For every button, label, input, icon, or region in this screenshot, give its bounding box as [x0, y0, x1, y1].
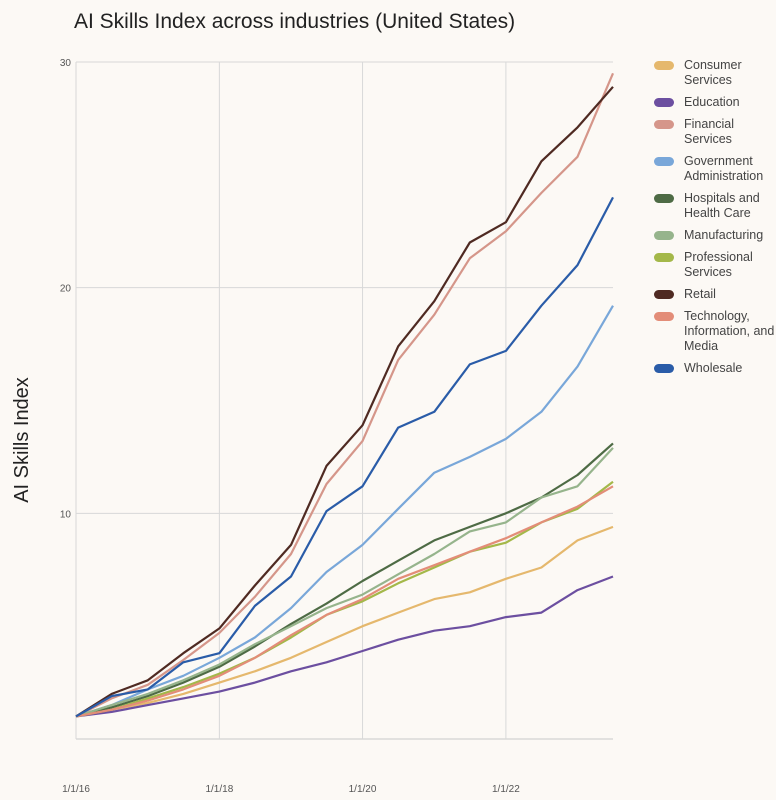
series-line-manufacturing	[75, 447, 614, 718]
chart-title: AI Skills Index across industries (Unite…	[74, 10, 516, 33]
x-axis-ticks: 1/1/16 1/1/18 1/1/20 1/1/22	[62, 784, 520, 795]
legend-swatch	[654, 157, 674, 166]
legend-item: Wholesale	[654, 361, 776, 376]
y-axis-label: AI Skills Index	[11, 377, 33, 503]
legend-label: Government Administration	[684, 154, 764, 183]
series-line-government-administration	[75, 305, 614, 718]
legend-item: Manufacturing	[654, 228, 776, 243]
legend-label: Retail	[684, 287, 716, 301]
legend-swatch	[654, 194, 674, 203]
legend-swatch	[654, 364, 674, 373]
legend-label: Professional Services	[684, 250, 753, 279]
grid	[75, 61, 613, 740]
y-tick-label: 30	[60, 58, 72, 69]
x-tick-label: 1/1/16	[62, 784, 90, 795]
legend-swatch	[654, 253, 674, 262]
y-tick-label: 20	[60, 284, 72, 295]
legend-label: Education	[684, 95, 740, 109]
x-tick-label: 1/1/18	[205, 784, 233, 795]
legend: Consumer Services Education Financial Serv…	[654, 58, 776, 383]
legend-item: Financial Services	[654, 117, 776, 147]
legend-swatch	[654, 98, 674, 107]
legend-swatch	[654, 231, 674, 240]
legend-label: Consumer Services	[684, 58, 742, 87]
legend-swatch	[654, 290, 674, 299]
series-line-professional-services	[75, 480, 614, 718]
legend-label: Financial Services	[684, 117, 735, 146]
legend-item: Professional Services	[654, 250, 776, 280]
series-line-financial-services	[75, 72, 615, 718]
series-line-wholesale	[75, 196, 614, 718]
x-tick-label: 1/1/20	[349, 784, 377, 795]
series-line-retail	[75, 86, 614, 718]
legend-swatch	[654, 61, 674, 70]
legend-label: Technology, Information, and Media	[684, 309, 775, 353]
legend-item: Consumer Services	[654, 58, 776, 88]
legend-item: Technology, Information, and Media	[654, 309, 776, 354]
series-line-technology-information-and-media	[75, 485, 614, 718]
y-axis-ticks: 10 20 30	[60, 58, 72, 520]
series-line-consumer-services	[75, 525, 614, 718]
series-lines	[75, 72, 615, 718]
series-line-education	[75, 575, 614, 718]
x-tick-label: 1/1/22	[492, 784, 520, 795]
series-line-hospitals-and-health-care	[75, 442, 614, 718]
legend-label: Hospitals and Health Care	[684, 191, 760, 220]
legend-item: Education	[654, 95, 776, 110]
legend-item: Hospitals and Health Care	[654, 191, 776, 221]
legend-swatch	[654, 312, 674, 321]
y-tick-label: 10	[60, 509, 72, 520]
legend-item: Retail	[654, 287, 776, 302]
legend-item: Government Administration	[654, 154, 776, 184]
legend-label: Manufacturing	[684, 228, 764, 242]
legend-swatch	[654, 120, 674, 129]
legend-label: Wholesale	[684, 361, 743, 375]
